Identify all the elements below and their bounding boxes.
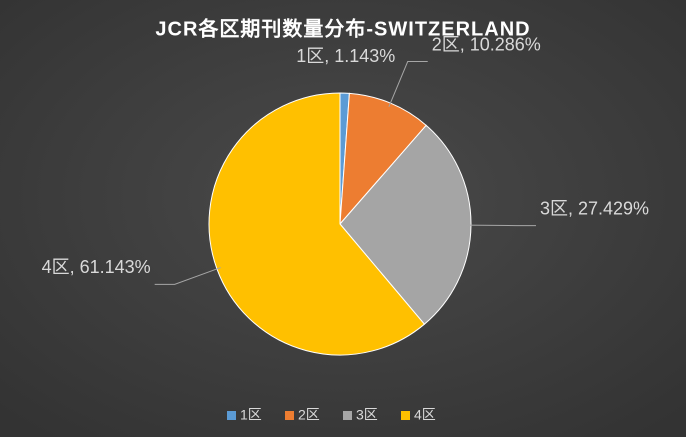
legend-swatch bbox=[285, 411, 294, 420]
legend-label: 2区 bbox=[298, 407, 320, 423]
legend-label: 1区 bbox=[240, 407, 262, 423]
legend-swatch bbox=[227, 411, 236, 420]
data-label: 1区, 1.143% bbox=[296, 46, 395, 66]
legend-label: 4区 bbox=[414, 407, 436, 423]
chart-title: JCR各区期刊数量分布-SWITZERLAND bbox=[155, 16, 530, 40]
leader-line bbox=[154, 267, 221, 285]
legend-swatch bbox=[343, 411, 352, 420]
leader-line bbox=[388, 61, 428, 107]
legend-label: 3区 bbox=[356, 407, 378, 423]
data-label: 2区, 10.286% bbox=[432, 34, 541, 54]
data-label: 3区, 27.429% bbox=[540, 198, 649, 218]
data-label: 4区, 61.143% bbox=[42, 257, 151, 277]
legend-swatch bbox=[401, 411, 410, 420]
